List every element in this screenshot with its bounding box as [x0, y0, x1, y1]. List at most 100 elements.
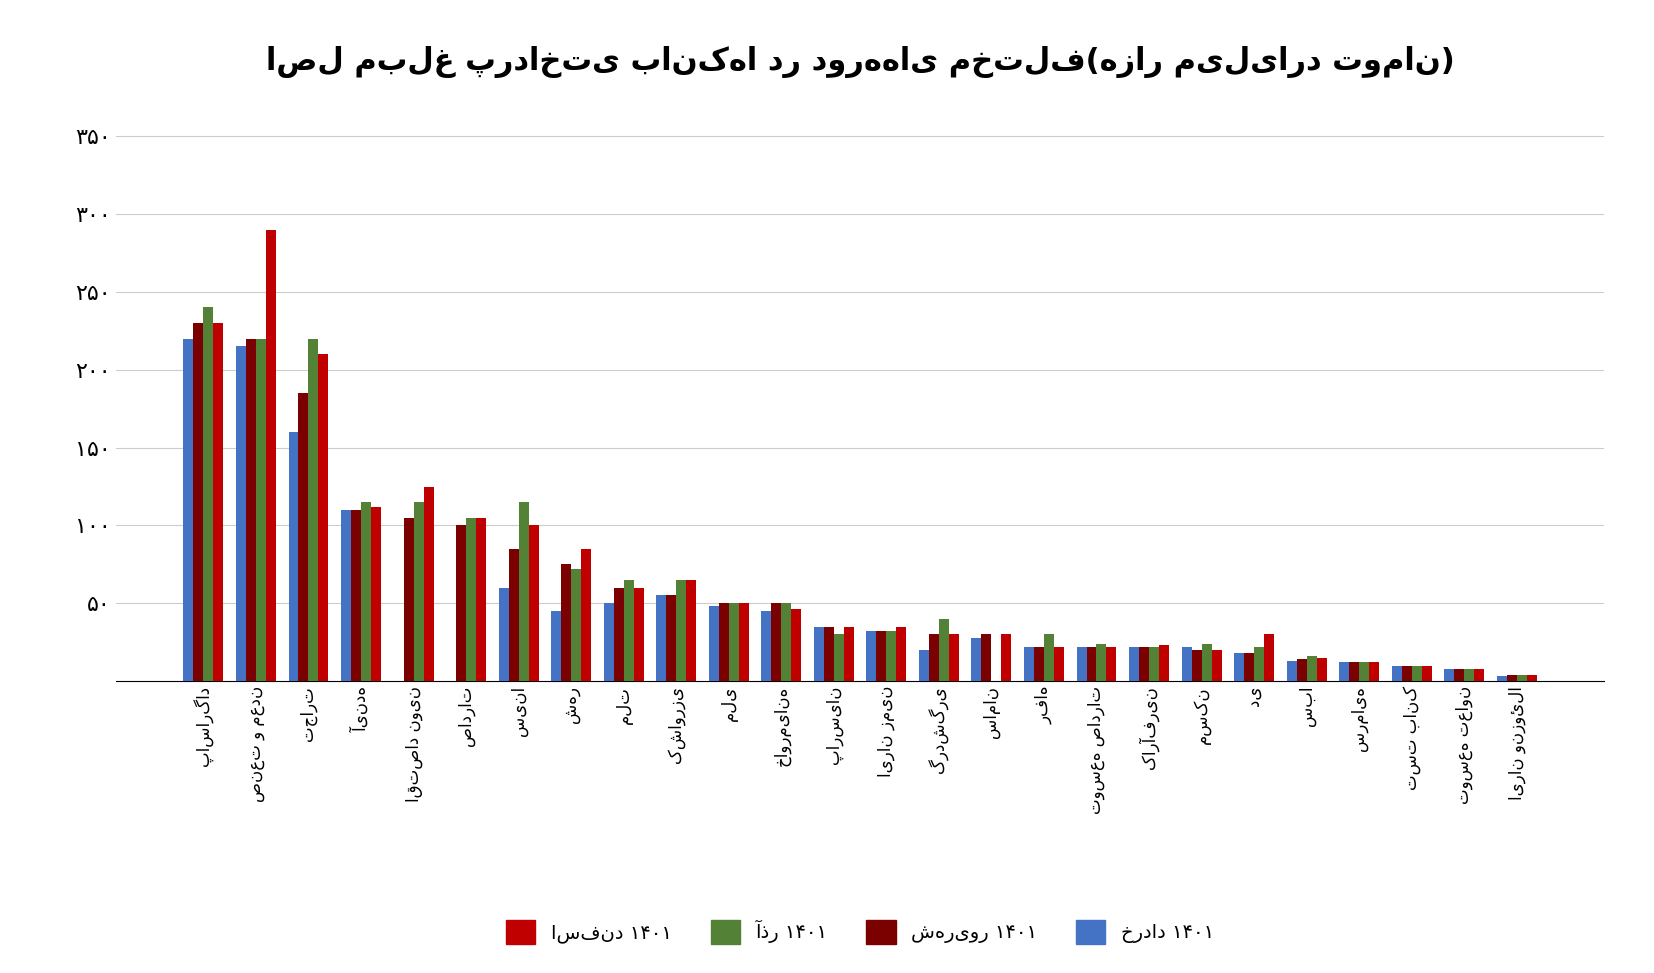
- Bar: [710, 606, 719, 681]
- Bar: [529, 525, 539, 681]
- Bar: [1264, 634, 1274, 681]
- Bar: [1370, 663, 1379, 681]
- Bar: [920, 650, 930, 681]
- Bar: [341, 510, 351, 681]
- Bar: [719, 603, 729, 681]
- Bar: [1444, 668, 1454, 681]
- Bar: [309, 339, 319, 681]
- Bar: [604, 603, 614, 681]
- Bar: [1130, 647, 1140, 681]
- Bar: [614, 588, 624, 681]
- Bar: [298, 393, 309, 681]
- Bar: [1527, 675, 1537, 681]
- Bar: [844, 627, 853, 681]
- Bar: [824, 627, 834, 681]
- Bar: [791, 609, 801, 681]
- Bar: [834, 634, 844, 681]
- Bar: [1317, 658, 1327, 681]
- Bar: [256, 339, 266, 681]
- Bar: [1497, 676, 1507, 681]
- Bar: [1077, 647, 1087, 681]
- Legend: اسفند ۱۴۰۱, آذر ۱۴۰۱, شهریور ۱۴۰۱, خرداد ۱۴۰۱: اسفند ۱۴۰۱, آذر ۱۴۰۱, شهریور ۱۴۰۱, خرداد…: [498, 913, 1222, 952]
- Bar: [246, 339, 256, 681]
- Bar: [981, 634, 991, 681]
- Bar: [781, 603, 791, 681]
- Bar: [466, 518, 476, 681]
- Bar: [761, 611, 771, 681]
- Bar: [213, 323, 223, 681]
- Bar: [509, 549, 519, 681]
- Bar: [288, 432, 298, 681]
- Title: اصل مبلغ پرداختی بانک‌ها در دورههای مختلف(هزار میلیارد تومان): اصل مبلغ پرداختی بانک‌ها در دورههای مختل…: [266, 46, 1454, 78]
- Bar: [1254, 647, 1264, 681]
- Bar: [581, 549, 590, 681]
- Bar: [1181, 647, 1191, 681]
- Bar: [1150, 647, 1159, 681]
- Bar: [1097, 644, 1107, 681]
- Bar: [457, 525, 466, 681]
- Bar: [686, 580, 696, 681]
- Bar: [423, 486, 433, 681]
- Bar: [1454, 668, 1464, 681]
- Bar: [971, 637, 981, 681]
- Bar: [1411, 666, 1422, 681]
- Bar: [203, 307, 213, 681]
- Bar: [1001, 634, 1011, 681]
- Bar: [1507, 675, 1517, 681]
- Bar: [561, 564, 571, 681]
- Bar: [361, 502, 370, 681]
- Bar: [1307, 656, 1317, 681]
- Bar: [887, 631, 896, 681]
- Bar: [1391, 666, 1401, 681]
- Bar: [237, 346, 246, 681]
- Bar: [1340, 663, 1350, 681]
- Bar: [351, 510, 361, 681]
- Bar: [498, 588, 509, 681]
- Bar: [1054, 647, 1064, 681]
- Bar: [930, 634, 939, 681]
- Bar: [1159, 645, 1169, 681]
- Bar: [476, 518, 486, 681]
- Bar: [1234, 653, 1244, 681]
- Bar: [319, 354, 329, 681]
- Bar: [1422, 666, 1432, 681]
- Bar: [657, 595, 667, 681]
- Bar: [1517, 675, 1527, 681]
- Bar: [1474, 668, 1484, 681]
- Bar: [184, 339, 194, 681]
- Bar: [1244, 653, 1254, 681]
- Bar: [1024, 647, 1034, 681]
- Bar: [1044, 634, 1054, 681]
- Bar: [739, 603, 749, 681]
- Bar: [1401, 666, 1411, 681]
- Bar: [194, 323, 203, 681]
- Bar: [814, 627, 824, 681]
- Bar: [667, 595, 676, 681]
- Bar: [896, 627, 906, 681]
- Bar: [370, 507, 380, 681]
- Bar: [867, 631, 877, 681]
- Bar: [939, 619, 949, 681]
- Bar: [771, 603, 781, 681]
- Bar: [414, 502, 423, 681]
- Bar: [729, 603, 739, 681]
- Bar: [571, 569, 581, 681]
- Bar: [519, 502, 529, 681]
- Bar: [1287, 661, 1297, 681]
- Bar: [633, 588, 643, 681]
- Bar: [1297, 660, 1307, 681]
- Bar: [1350, 663, 1360, 681]
- Bar: [404, 518, 414, 681]
- Bar: [1034, 647, 1044, 681]
- Bar: [1087, 647, 1097, 681]
- Bar: [1107, 647, 1116, 681]
- Bar: [1464, 668, 1474, 681]
- Bar: [676, 580, 686, 681]
- Bar: [624, 580, 633, 681]
- Bar: [1140, 647, 1150, 681]
- Bar: [949, 634, 959, 681]
- Bar: [877, 631, 887, 681]
- Bar: [1360, 663, 1370, 681]
- Bar: [266, 230, 276, 681]
- Bar: [1191, 650, 1201, 681]
